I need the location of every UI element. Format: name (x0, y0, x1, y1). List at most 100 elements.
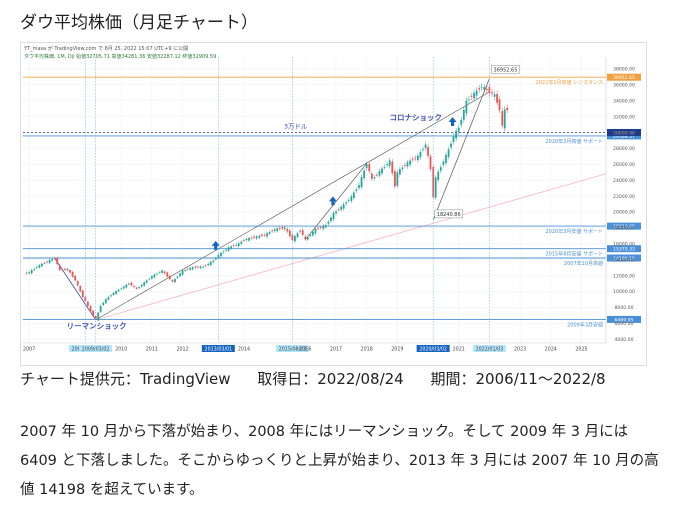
covid-recovery-trendline (432, 78, 490, 220)
page-title: ダウ平均株価（月足チャート） (20, 13, 258, 33)
chart-header-publisher: YT_masa が TradingView.com で 8月 25, 2022 … (24, 46, 189, 52)
candle-body (227, 247, 230, 251)
candle-body (337, 209, 340, 211)
candle-body (232, 245, 235, 247)
axis-price-tag-label: 6469.95 (615, 317, 634, 323)
candle-body (324, 225, 327, 228)
candle-body (501, 111, 504, 126)
candle-body (253, 236, 255, 238)
chart-frame[interactable]: YT_masa が TradingView.com で 8月 25, 2022 … (20, 42, 647, 366)
y-tick-label: 22000.00 (613, 194, 635, 200)
up-arrow-icon (448, 116, 457, 126)
candle-body (381, 168, 383, 174)
x-tick-label: 2016 (299, 347, 311, 353)
candle-body (393, 171, 396, 187)
y-tick-label: 24000.00 (613, 178, 635, 184)
x-tick-label: 2020/03/02 (419, 347, 447, 353)
candle-body (355, 189, 358, 191)
candle-body (25, 272, 28, 274)
x-tick-highlight (79, 345, 113, 352)
candle-body (506, 107, 509, 111)
candle-body (150, 276, 153, 279)
y-tick-label: 26000.00 (613, 162, 635, 168)
candle-body (462, 110, 465, 120)
x-tick-label: 2023 (514, 347, 526, 353)
candle-body (263, 234, 266, 236)
candle-body (199, 266, 202, 269)
y-tick-label: 10000.00 (613, 289, 635, 295)
candle-body (460, 119, 463, 125)
y-tick-label: 14000.00 (613, 257, 635, 263)
candle-body (161, 270, 163, 273)
candle-body (422, 149, 424, 150)
x-tick-label: 2014 (238, 347, 250, 353)
candle-body (427, 146, 429, 156)
candle-body (376, 174, 378, 176)
candle-body (158, 272, 161, 274)
candle-body (81, 290, 84, 298)
candle-body (383, 166, 386, 168)
candle-body (414, 157, 417, 159)
candle-body (398, 169, 401, 175)
x-tick-highlight (201, 345, 235, 352)
candle-body (117, 289, 120, 292)
candle-body (288, 230, 291, 237)
price-callout-label: 36952.65 (494, 67, 518, 73)
candle-body (314, 228, 317, 234)
candle-body (411, 159, 414, 161)
candle-body (301, 230, 304, 235)
candle-body (71, 271, 74, 277)
y-tick-label: 30000.00 (613, 130, 635, 136)
candle-body (437, 171, 440, 180)
candle-body (48, 259, 51, 263)
candle-body (360, 177, 363, 188)
x-tick-label: 2010 (115, 347, 127, 353)
caption-period: 期間：2006/11～2022/8 (430, 370, 606, 388)
secular-trendline (95, 91, 490, 321)
candle-body (488, 86, 491, 93)
candle-body (358, 185, 360, 189)
candle-body (166, 272, 169, 277)
candle-body (401, 167, 404, 170)
candle-body (69, 269, 71, 273)
candle-body (245, 239, 248, 241)
candle-body (38, 265, 41, 268)
candle-body (429, 156, 432, 170)
candle-body (61, 269, 64, 271)
candle-body (473, 92, 475, 99)
candle-body (53, 257, 56, 259)
candle-body (46, 261, 48, 263)
x-tick-label: 2012 (176, 347, 188, 353)
candle-body (28, 272, 31, 274)
candle-body (319, 227, 322, 229)
candle-body (266, 233, 268, 237)
candle-body (184, 270, 186, 271)
candle-body (457, 127, 460, 132)
chart-header-ohlc: ダウ平均株価, 1M, Dji 始値32705.71 高値34281.36 安値… (24, 54, 217, 60)
candle-body (30, 270, 33, 274)
x-tick-highlight (472, 345, 506, 352)
candle-body (470, 96, 473, 97)
candle-body (455, 130, 458, 139)
candle-body (89, 305, 92, 312)
level-label: 2020年3月安値 サポート (546, 228, 604, 235)
candle-body (56, 258, 59, 265)
candle-body (41, 263, 43, 267)
candle-body (335, 211, 337, 214)
candle-body (97, 312, 100, 321)
x-tick-label: 2011 (146, 347, 158, 353)
candle-body (186, 268, 189, 270)
candle-body (130, 282, 133, 286)
candle-body (35, 267, 38, 268)
candle-body (322, 225, 325, 229)
y-tick-label: 12000.00 (613, 273, 635, 279)
candle-body (342, 204, 345, 209)
chart-caption: チャート提供元：TradingView 取得日：2022/08/24 期間：20… (20, 368, 628, 389)
candle-body (138, 287, 140, 289)
candle-body (66, 268, 69, 271)
candle-body (483, 87, 486, 90)
candle-body (283, 227, 286, 230)
candle-body (498, 99, 501, 111)
candle-body (189, 268, 192, 270)
candlestick-chart[interactable]: 2022年1月高値 レジスタンス 36952.65 2020年2月高値 サポート 29… (21, 43, 646, 365)
